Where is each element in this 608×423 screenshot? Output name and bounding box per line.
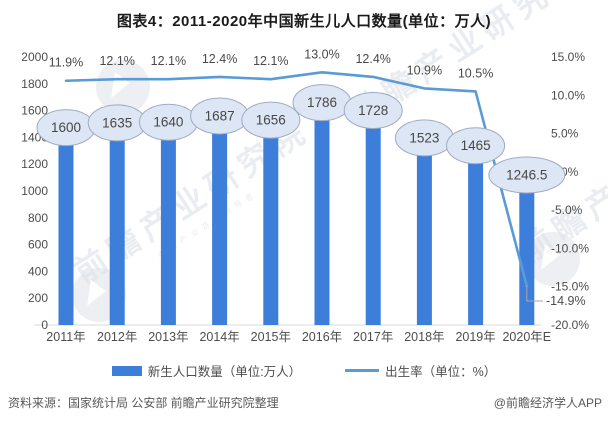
bar-value-label: 1640 <box>153 115 183 130</box>
left-axis-tick: 600 <box>28 238 48 252</box>
birth-rate-line <box>64 71 529 288</box>
callout-connector <box>526 285 543 302</box>
x-axis-label: 2012年 <box>97 330 137 344</box>
bar-value-oval <box>446 127 506 165</box>
bar <box>58 110 74 325</box>
bar <box>314 85 330 326</box>
legend-item-birthrate: 出生率（单位：%） <box>345 361 496 380</box>
left-axis-tick: 1200 <box>21 157 48 171</box>
bar-value-oval <box>343 91 403 129</box>
x-axis-label: 2015年 <box>251 330 291 344</box>
bar-value-label: 1465 <box>461 138 491 153</box>
x-axis-label: 2014年 <box>199 330 239 344</box>
credit-note: @前瞻经济学人APP <box>493 396 602 410</box>
right-axis-tick: -5.0% <box>551 203 583 217</box>
left-axis-tick: 2000 <box>21 50 48 64</box>
footer: 资料来源：国家统计局 公安部 前瞻产业研究院整理 @前瞻经济学人APP <box>0 394 608 411</box>
bar-value-oval <box>241 101 301 139</box>
bar-value-label: 1635 <box>102 115 132 130</box>
rate-label: 12.4% <box>202 52 237 66</box>
legend: 新生人口数量（单位:万人） 出生率（单位：%） <box>0 361 608 380</box>
rate-label: 12.1% <box>151 54 186 68</box>
left-axis-tick: 1800 <box>21 77 48 91</box>
bar-series-swatch <box>111 365 142 376</box>
x-axis-label: 2017年 <box>353 330 393 344</box>
legend-label-population: 新生人口数量（单位:万人） <box>147 365 302 379</box>
right-axis-tick: 5.0% <box>551 127 579 141</box>
bar <box>519 157 535 325</box>
legend-label-birthrate: 出生率（单位：%） <box>385 365 497 379</box>
x-axis-label: 2011年 <box>46 330 85 344</box>
right-axis-tick: -10.0% <box>551 241 589 255</box>
rate-label: 10.5% <box>458 66 493 80</box>
x-axis-label: 2013年 <box>148 330 188 344</box>
bar-value-label: 1786 <box>307 95 337 110</box>
left-axis-tick: 800 <box>28 211 48 225</box>
left-axis-tick: 200 <box>28 291 48 305</box>
bar <box>160 105 176 326</box>
x-axis-label: 2020年E <box>502 330 551 344</box>
left-axis-tick: 0 <box>41 318 48 332</box>
bar <box>416 120 432 325</box>
bar-value-label: 1600 <box>51 120 81 135</box>
source-note: 资料来源：国家统计局 公安部 前瞻产业研究院整理 <box>8 396 279 410</box>
legend-item-population: 新生人口数量（单位:万人） <box>111 361 302 380</box>
left-axis-tick: 1600 <box>21 104 48 118</box>
bar-value-label: 1246.5 <box>506 167 547 182</box>
x-axis-label: 2019年 <box>455 330 495 344</box>
right-axis-tick: -20.0% <box>551 318 589 332</box>
left-axis-tick: 1000 <box>21 184 48 198</box>
right-axis-tick: 10.0% <box>551 88 585 102</box>
rate-label: 12.1% <box>99 54 134 68</box>
rate-label: 12.4% <box>355 52 390 66</box>
rate-label: 13.0% <box>304 47 339 61</box>
bar <box>263 103 279 325</box>
bar-value-label: 1656 <box>256 113 286 128</box>
bar <box>212 98 228 325</box>
rate-label-2020: -14.9% <box>546 294 586 308</box>
right-axis-tick: -15.0% <box>551 280 589 294</box>
rate-label: 11.9% <box>49 56 84 70</box>
bar-value-label: 1728 <box>358 103 388 118</box>
line-series-swatch <box>345 369 380 372</box>
rate-label: 10.9% <box>407 63 442 77</box>
bar <box>109 105 125 325</box>
x-axis-label: 2018年 <box>404 330 444 344</box>
chart-title: 图表4：2011-2020年中国新生儿人口数量(单位：万人) <box>116 13 492 30</box>
bar-value-oval <box>488 156 566 194</box>
chart-canvas: 200018001600140012001000800600400200015.… <box>21 47 589 344</box>
bar-value-label: 1523 <box>409 130 439 145</box>
bar <box>468 128 484 325</box>
x-axis-label: 2016年 <box>302 330 342 344</box>
right-axis-tick: 15.0% <box>551 50 585 64</box>
left-axis-tick: 400 <box>28 264 48 278</box>
rate-label: 12.1% <box>253 54 288 68</box>
bar <box>365 93 381 325</box>
bar-value-label: 1687 <box>205 108 235 123</box>
